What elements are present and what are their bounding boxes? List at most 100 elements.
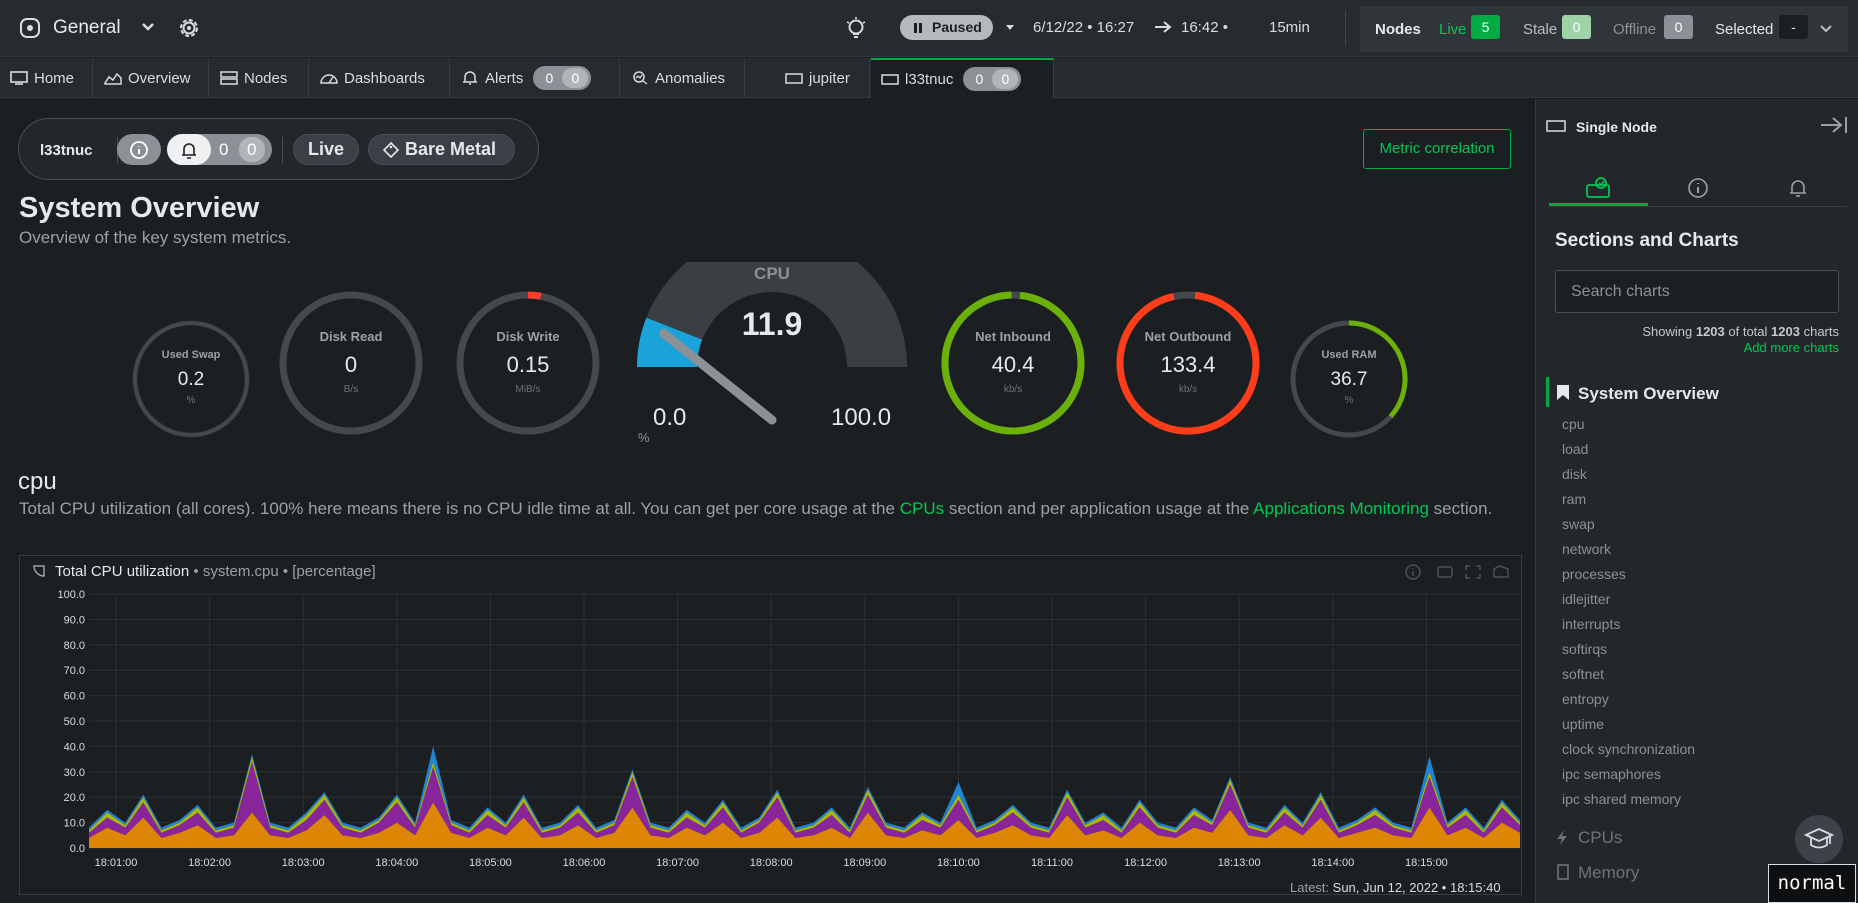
- help-button[interactable]: [1795, 815, 1843, 863]
- stale-label[interactable]: Stale: [1523, 21, 1558, 38]
- chevron-down-icon[interactable]: [1005, 24, 1015, 32]
- gauge-net-inbound[interactable]: Net Inbound 40.4 kb/s: [939, 289, 1087, 437]
- tab-dashboards[interactable]: Dashboards: [310, 58, 450, 98]
- bare-metal-chip[interactable]: Bare Metal: [368, 134, 515, 165]
- gauge-used-ram[interactable]: Used RAM 36.7 %: [1287, 317, 1411, 441]
- drive-icon[interactable]: [1437, 566, 1453, 578]
- y-tick-label: 80.0: [64, 640, 85, 652]
- time-from[interactable]: 6/12/22 • 16:27: [1033, 19, 1135, 36]
- chevron-down-icon[interactable]: [1820, 25, 1832, 33]
- tab-nodes[interactable]: Nodes: [210, 58, 309, 98]
- node-alerts-warning: 0: [247, 140, 257, 159]
- sidebar-item-entropy[interactable]: entropy: [1562, 691, 1609, 707]
- stale-count-badge[interactable]: 0: [1562, 15, 1591, 39]
- memory-icon: [1557, 864, 1569, 880]
- x-tick-label: 18:03:00: [282, 857, 325, 869]
- tab-overview[interactable]: Overview: [94, 58, 209, 98]
- gauge-value: 0: [344, 352, 358, 377]
- time-duration[interactable]: 15min: [1269, 19, 1310, 36]
- gauge-unit: %: [186, 395, 196, 406]
- alerts-tab-icon[interactable]: [1787, 177, 1809, 199]
- active-tab-indicator: [1549, 203, 1648, 206]
- live-count-badge[interactable]: 5: [1471, 15, 1500, 39]
- gauge-used-swap[interactable]: Used Swap 0.2 %: [129, 317, 253, 441]
- bell-icon: [182, 143, 196, 159]
- x-tick-label: 18:02:00: [188, 857, 231, 869]
- sidebar-section-cpus[interactable]: CPUs: [1578, 828, 1623, 847]
- search-charts-input[interactable]: Search charts: [1555, 270, 1839, 313]
- offline-count-badge[interactable]: 0: [1664, 15, 1693, 39]
- paused-button[interactable]: Paused: [900, 15, 993, 40]
- sidebar-section-memory[interactable]: Memory: [1578, 863, 1640, 882]
- chart-settings-icon[interactable]: [1493, 565, 1509, 578]
- sidebar-section-system-overview[interactable]: System Overview: [1578, 384, 1719, 403]
- fullscreen-icon[interactable]: [1465, 565, 1481, 579]
- gauge-disk-read[interactable]: Disk Read 0 B/s: [277, 289, 425, 437]
- sidebar-item-interrupts[interactable]: interrupts: [1562, 616, 1621, 632]
- gear-icon[interactable]: [177, 16, 201, 40]
- nodes-label: Nodes: [1375, 21, 1421, 38]
- page-subtitle: Overview of the key system metrics.: [19, 228, 292, 247]
- sidebar-item-network[interactable]: network: [1562, 541, 1612, 557]
- cpus-link[interactable]: CPUs: [899, 499, 945, 518]
- sidebar-item-softirqs[interactable]: softirqs: [1562, 641, 1608, 657]
- gauge-label: Net Outbound: [1144, 329, 1232, 344]
- sidebar-item-ipc-semaphores[interactable]: ipc semaphores: [1562, 766, 1661, 782]
- info-tab-icon[interactable]: [1687, 177, 1709, 199]
- time-to[interactable]: 16:42 •: [1181, 19, 1228, 36]
- info-icon: [130, 141, 148, 159]
- tab-home[interactable]: Home: [0, 58, 93, 98]
- sidebar-item-ram[interactable]: ram: [1562, 491, 1587, 507]
- node-alerts-chip[interactable]: 0 0: [167, 134, 272, 165]
- selected-count-badge[interactable]: -: [1779, 15, 1808, 39]
- sidebar-item-uptime[interactable]: uptime: [1562, 716, 1605, 732]
- x-tick-label: 18:01:00: [95, 857, 138, 869]
- sidebar-item-softnet[interactable]: softnet: [1562, 666, 1605, 682]
- live-label[interactable]: Live: [1439, 21, 1467, 38]
- gauge-unit: kb/s: [1003, 384, 1023, 395]
- sidebar-item-ipc-shared-memory[interactable]: ipc shared memory: [1562, 791, 1682, 807]
- info-icon[interactable]: [1405, 564, 1421, 580]
- sidebar-item-load[interactable]: load: [1562, 441, 1589, 457]
- sidebar-item-processes[interactable]: processes: [1562, 566, 1626, 582]
- sidebar-item-cpu[interactable]: cpu: [1562, 416, 1585, 432]
- lightbulb-icon[interactable]: [844, 16, 868, 40]
- sidebar-item-disk[interactable]: disk: [1562, 466, 1587, 482]
- y-tick-label: 100.0: [57, 589, 85, 601]
- selected-label[interactable]: Selected: [1715, 21, 1774, 38]
- sidebar-item-idlejitter[interactable]: idlejitter: [1562, 591, 1611, 607]
- x-tick-label: 18:12:00: [1124, 857, 1167, 869]
- tab-anomalies[interactable]: Anomalies: [621, 58, 745, 98]
- gauge-cpu[interactable]: CPU 11.9 0.0 100.0 %: [632, 262, 912, 452]
- gauge-value: 11.9: [741, 306, 803, 342]
- node-icon: [1546, 120, 1566, 132]
- live-chip[interactable]: Live: [293, 134, 359, 165]
- tab-jupiter[interactable]: jupiter: [775, 58, 870, 98]
- sidebar-item-clock-synchronization[interactable]: clock synchronization: [1562, 741, 1696, 757]
- gauge-net-inbound-ring: [941, 291, 1085, 435]
- node-info-button[interactable]: [117, 134, 161, 165]
- gauge-label: Disk Write: [496, 329, 560, 344]
- metric-correlation-button[interactable]: Metric correlation: [1363, 129, 1511, 169]
- collapse-sidebar-icon[interactable]: [1819, 115, 1849, 135]
- gauge-disk-write[interactable]: Disk Write 0.15 MiB/s: [454, 289, 602, 437]
- add-more-charts-link[interactable]: Add more charts: [1743, 340, 1839, 355]
- offline-label[interactable]: Offline: [1613, 21, 1657, 38]
- gauge-value: 133.4: [1160, 352, 1216, 377]
- space-icon[interactable]: [19, 17, 41, 39]
- gauge-net-outbound[interactable]: Net Outbound 133.4 kb/s: [1114, 289, 1262, 437]
- space-name[interactable]: General: [53, 17, 121, 38]
- gauge-net-outbound-ring: [1116, 291, 1260, 435]
- applications-monitoring-link[interactable]: Applications Monitoring: [1253, 499, 1429, 518]
- cpu-area-chart[interactable]: 100.0 90.0 80.0 70.0 60.0 50.0 40.0 30.0 20.0 10.…: [19, 588, 1522, 878]
- count-total: 1203: [1771, 324, 1800, 339]
- sidebar-item-swap[interactable]: swap: [1562, 516, 1595, 532]
- y-tick-label: 10.0: [64, 818, 85, 830]
- gauge-unit: MiB/s: [515, 384, 541, 395]
- sidebar-title: Sections and Charts: [1555, 230, 1739, 251]
- chevron-down-icon[interactable]: [142, 22, 154, 32]
- right-sidebar: Single Node Sections and Charts Search c…: [1535, 99, 1858, 903]
- charts-tab-icon[interactable]: [1585, 175, 1611, 199]
